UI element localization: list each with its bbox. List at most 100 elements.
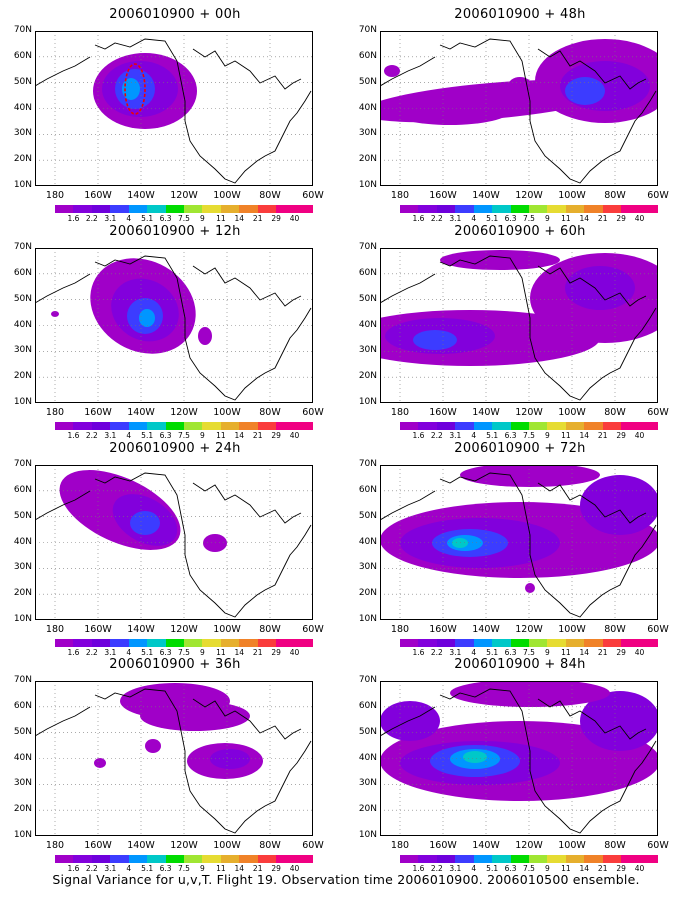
- variance-contour: [452, 538, 468, 548]
- colorbar-label: 14: [579, 648, 590, 657]
- colorbar-label: 5.1: [486, 864, 499, 873]
- coastline: [439, 38, 657, 184]
- colorbar-label: 2.2: [85, 214, 98, 223]
- lon-label: 140W: [472, 407, 500, 418]
- colorbar-label: 3.1: [449, 648, 462, 657]
- lon-label: 140W: [127, 624, 155, 635]
- colorbar-label: 29: [616, 648, 626, 657]
- colorbar: [400, 205, 658, 213]
- colorbar-swatch: [510, 205, 529, 213]
- colorbar-label: 3.1: [104, 864, 117, 873]
- colorbar-label: 7.5: [178, 214, 190, 223]
- colorbar-label: 21: [252, 214, 263, 223]
- colorbar-label: 21: [597, 431, 608, 440]
- lon-label: 100W: [558, 407, 586, 418]
- colorbar-label: 9: [545, 431, 550, 440]
- map-panel: [380, 465, 658, 620]
- colorbar-label: 6.3: [504, 648, 517, 657]
- coastline: [439, 688, 657, 834]
- colorbar-swatch: [294, 855, 313, 863]
- colorbar-label: 6.3: [159, 214, 172, 223]
- lat-label: 10N: [13, 180, 32, 190]
- lat-label: 60N: [13, 700, 32, 711]
- colorbar-label: 9: [200, 431, 205, 440]
- colorbar-swatch: [584, 205, 603, 213]
- colorbar-label: 9: [200, 214, 205, 223]
- colorbar-swatch: [400, 205, 419, 213]
- lat-label: 60N: [358, 484, 377, 495]
- lon-label: 180: [390, 840, 410, 851]
- lon-label: 80W: [259, 407, 281, 418]
- panel-title: 2006010900 + 24h: [109, 441, 241, 456]
- colorbar-swatch: [565, 205, 585, 213]
- colorbar-swatch: [418, 422, 437, 430]
- lon-label: 180: [45, 407, 65, 418]
- colorbar-swatch: [128, 639, 148, 647]
- coastline: [94, 38, 312, 184]
- variance-contour: [565, 266, 635, 310]
- colorbar-label: 2.2: [430, 431, 443, 440]
- colorbar-label: 9: [545, 864, 550, 873]
- colorbar-label: 21: [252, 864, 263, 873]
- lat-label: 50N: [358, 293, 377, 304]
- colorbar-label: 3.1: [449, 214, 462, 223]
- lat-label: 60N: [13, 50, 32, 61]
- flight-track: [124, 63, 146, 115]
- lon-label: 160W: [84, 840, 112, 851]
- colorbar-label: 40: [289, 648, 300, 657]
- colorbar-label: 5.1: [141, 864, 154, 873]
- lon-label: 120W: [515, 624, 543, 635]
- coastline: [94, 472, 312, 618]
- colorbar: [400, 422, 658, 430]
- aleutian-coast: [35, 490, 91, 521]
- colorbar-label: 3.1: [449, 431, 462, 440]
- map-panel: [35, 31, 313, 186]
- map-panel: [35, 248, 313, 403]
- map-panel: [380, 31, 658, 186]
- colorbar-swatch: [128, 855, 148, 863]
- lon-label: 60W: [302, 624, 324, 635]
- map-frame: [35, 31, 313, 186]
- colorbar-swatch: [400, 422, 419, 430]
- colorbar-label: 6.3: [504, 864, 517, 873]
- colorbar-label: 40: [634, 648, 645, 657]
- colorbar-swatch: [276, 205, 295, 213]
- colorbar-swatch: [455, 855, 474, 863]
- colorbar-swatch: [418, 855, 437, 863]
- colorbar-swatch: [128, 422, 148, 430]
- colorbar-swatch: [455, 639, 474, 647]
- colorbar-label: 6.3: [159, 864, 172, 873]
- colorbar-label: 7.5: [523, 864, 535, 873]
- lon-label: 160W: [429, 407, 457, 418]
- colorbar-swatch: [220, 205, 240, 213]
- colorbar-swatch: [602, 855, 622, 863]
- colorbar-swatch: [91, 422, 111, 430]
- colorbar-label: 7.5: [178, 648, 190, 657]
- variance-contour: [413, 330, 457, 350]
- colorbar-swatch: [183, 855, 203, 863]
- colorbar-swatch: [202, 205, 221, 213]
- lat-label: 20N: [358, 804, 377, 815]
- lon-label: 60W: [302, 190, 324, 201]
- colorbar-label: 2.2: [85, 864, 98, 873]
- colorbar-swatch: [400, 639, 419, 647]
- colorbar-swatch: [492, 855, 511, 863]
- colorbar-label: 21: [252, 431, 263, 440]
- colorbar-swatch: [147, 639, 166, 647]
- variance-contour: [51, 311, 59, 317]
- lat-label: 10N: [13, 397, 32, 407]
- lon-label: 80W: [604, 624, 626, 635]
- colorbar-swatch: [473, 422, 493, 430]
- colorbar-swatch: [547, 855, 566, 863]
- colorbar: [400, 639, 658, 647]
- colorbar-label: 6.3: [504, 214, 517, 223]
- colorbar-swatch: [147, 422, 166, 430]
- map-panel: [380, 681, 658, 836]
- colorbar-label: 4: [126, 648, 132, 657]
- colorbar-swatch: [639, 422, 658, 430]
- lon-label: 120W: [515, 407, 543, 418]
- lat-label: 10N: [13, 614, 32, 624]
- colorbar-label: 3.1: [104, 214, 117, 223]
- map-frame: [380, 248, 658, 403]
- colorbar-label: 21: [597, 864, 608, 873]
